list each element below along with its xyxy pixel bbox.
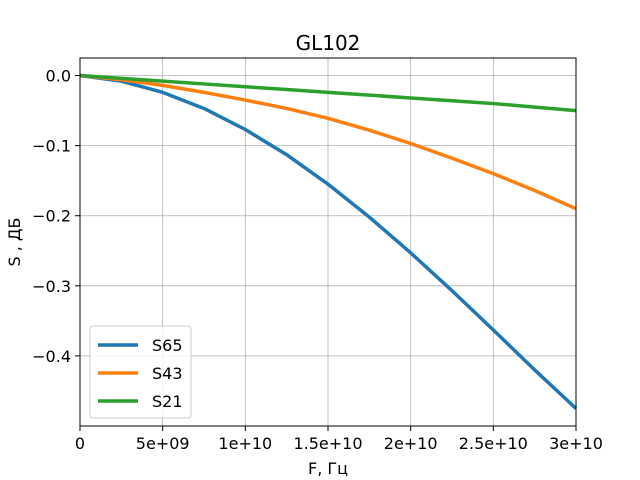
legend-label: S65 xyxy=(152,336,183,355)
y-tick-label: −0.3 xyxy=(32,277,71,296)
y-tick-label: −0.1 xyxy=(32,137,71,156)
x-tick-label: 0 xyxy=(75,434,85,453)
chart-title: GL102 xyxy=(296,31,361,55)
legend-label: S43 xyxy=(152,364,183,383)
x-tick-label: 2.5e+10 xyxy=(459,434,528,453)
series-line-s21 xyxy=(79,73,577,113)
axis-ticks: 0 5e+09 1e+10 1.5e+10 2e+10 2.5e+10 3e+10 0.0 −0… xyxy=(32,67,603,453)
y-tick-label: −0.2 xyxy=(32,207,71,226)
plot-frame xyxy=(79,57,577,427)
series-lines xyxy=(79,73,578,410)
x-tick-label: 3e+10 xyxy=(549,434,603,453)
x-tick-label: 2e+10 xyxy=(384,434,438,453)
y-tick-label: 0.0 xyxy=(46,67,71,86)
x-tick-label: 1.5e+10 xyxy=(293,434,362,453)
x-axis-label: F, Гц xyxy=(308,459,348,478)
y-tick-label: −0.4 xyxy=(32,347,71,366)
x-tick-label: 5e+09 xyxy=(136,434,190,453)
y-axis-label: S , ДБ xyxy=(5,218,24,267)
legend-label: S21 xyxy=(152,392,183,411)
x-tick-label: 1e+10 xyxy=(218,434,272,453)
legend: S65 S43 S21 xyxy=(89,325,192,419)
legend-box xyxy=(89,325,192,419)
series-line-s65 xyxy=(79,73,578,410)
series-line-s43 xyxy=(79,73,577,211)
